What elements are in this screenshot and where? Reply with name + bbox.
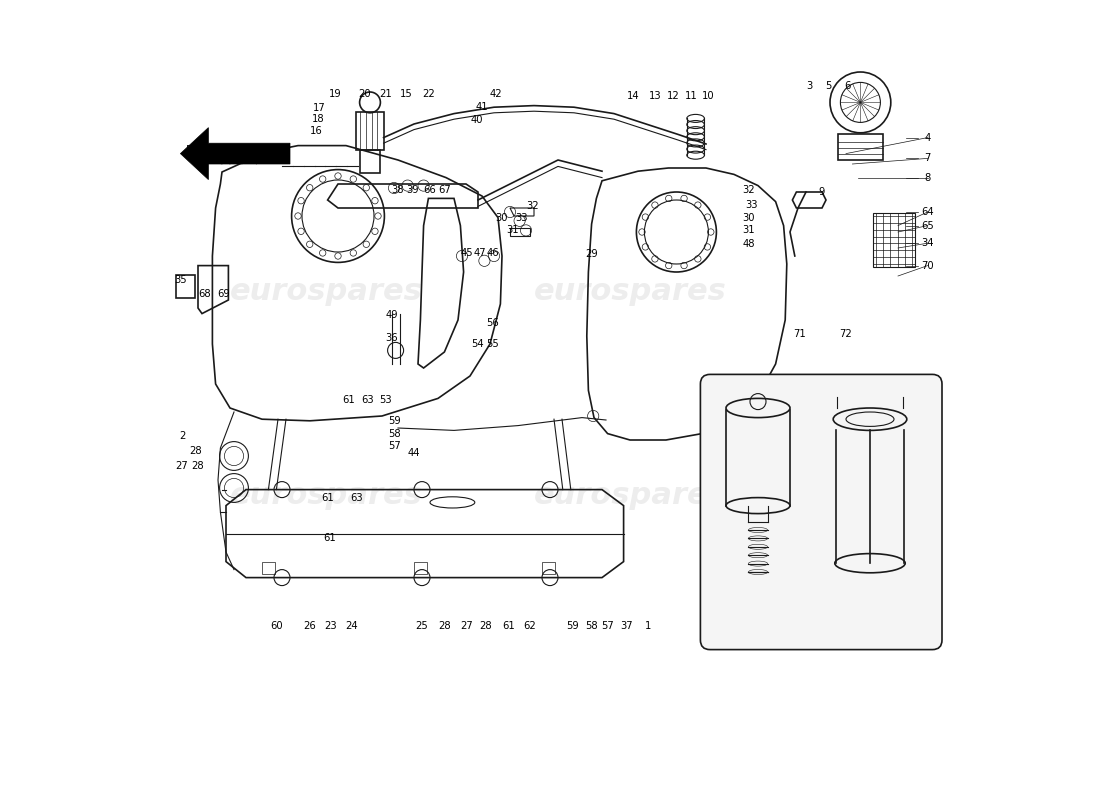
Text: 44: 44 [408,448,420,458]
Text: 67: 67 [438,186,451,195]
Text: 43: 43 [240,146,252,155]
Text: 60: 60 [271,621,283,630]
Text: 16: 16 [310,126,322,136]
Text: 72: 72 [839,330,853,339]
Text: 57: 57 [388,442,401,451]
Text: 51: 51 [202,146,215,155]
Text: 14: 14 [627,91,639,101]
Text: 20: 20 [359,90,371,99]
Text: 71: 71 [793,330,806,339]
Text: 32: 32 [526,202,539,211]
Text: 34: 34 [922,238,934,248]
Text: 61: 61 [342,395,355,405]
Text: 58: 58 [388,429,401,438]
Text: 55: 55 [486,339,498,349]
Text: 64: 64 [922,207,934,217]
Text: 42: 42 [490,90,502,99]
Text: eurospares: eurospares [230,482,422,510]
Text: 38: 38 [392,186,405,195]
Text: 53: 53 [378,395,392,405]
Text: eurospares: eurospares [230,278,422,306]
Text: 18: 18 [311,114,324,124]
Text: 68: 68 [198,290,211,299]
Text: 70: 70 [922,261,934,270]
Text: 52: 52 [220,146,233,155]
Text: 19: 19 [329,90,342,99]
Text: 28: 28 [189,446,202,456]
Text: 28: 28 [191,461,205,470]
Text: 31: 31 [742,226,755,235]
Text: 61: 61 [321,493,334,502]
Text: 31: 31 [506,226,519,235]
Text: 33: 33 [515,213,528,222]
Text: 2: 2 [179,431,185,441]
Text: 59: 59 [388,416,401,426]
Text: 12: 12 [667,91,680,101]
Text: 57: 57 [602,621,614,630]
Text: 62: 62 [522,621,536,630]
Text: 48: 48 [742,239,755,249]
Text: 49: 49 [385,310,398,320]
Text: 58: 58 [585,621,598,630]
Text: 63: 63 [350,493,363,502]
Text: 7: 7 [924,154,931,163]
FancyBboxPatch shape [701,374,942,650]
Text: 28: 28 [438,621,451,630]
Text: 25: 25 [416,621,428,630]
Text: 66: 66 [422,186,436,195]
Polygon shape [180,127,290,179]
Text: 8: 8 [924,173,931,182]
Text: 35: 35 [174,275,187,285]
Text: 41: 41 [475,102,488,112]
Text: 9: 9 [818,187,825,197]
Text: 11: 11 [684,91,697,101]
Text: 17: 17 [314,103,326,113]
Text: 46: 46 [486,248,498,258]
Text: 3: 3 [806,82,812,91]
Text: 24: 24 [345,621,358,630]
Text: 21: 21 [379,90,393,99]
Text: 69: 69 [217,290,230,299]
Text: 37: 37 [620,621,634,630]
Text: eurospares: eurospares [534,278,726,306]
Text: 59: 59 [566,621,579,630]
Text: 47: 47 [473,248,486,258]
Text: 45: 45 [461,248,473,258]
Text: 27: 27 [461,621,473,630]
Text: 30: 30 [742,213,755,222]
Text: 30: 30 [496,213,508,222]
Text: 50: 50 [185,146,198,155]
Text: 54: 54 [472,339,484,349]
Text: 26: 26 [304,621,317,630]
Text: 15: 15 [399,90,412,99]
Text: 13: 13 [649,91,662,101]
Text: 5: 5 [825,82,832,91]
Text: 36: 36 [385,333,398,342]
Text: 56: 56 [486,318,498,328]
Text: 29: 29 [585,250,598,259]
Text: 1: 1 [645,621,651,630]
Text: eurospares: eurospares [534,482,726,510]
Text: 40: 40 [470,115,483,125]
Text: 28: 28 [480,621,493,630]
Text: 23: 23 [324,621,337,630]
Text: 4: 4 [924,133,931,142]
Text: 32: 32 [742,186,755,195]
Text: 27: 27 [176,461,188,470]
Text: 39: 39 [406,186,419,195]
Text: 33: 33 [746,200,758,210]
Text: 61: 61 [502,621,515,630]
Text: 22: 22 [422,90,435,99]
Text: 10: 10 [702,91,715,101]
Text: 6: 6 [845,82,850,91]
Text: 61: 61 [323,533,337,542]
Text: 63: 63 [361,395,374,405]
Text: 65: 65 [921,221,934,230]
